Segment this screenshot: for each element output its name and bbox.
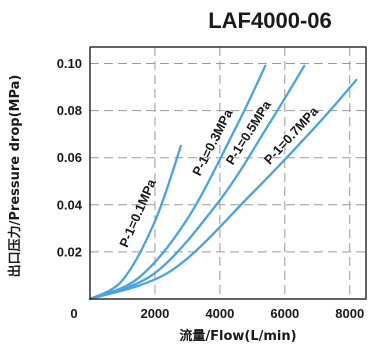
- series-label-1: P-1=0.1MPa: [116, 176, 159, 249]
- x-tick-label: 8000: [335, 306, 364, 321]
- y-tick-label: 0.08: [57, 103, 82, 118]
- x-tick-label: 6000: [270, 306, 299, 321]
- flow-curves: [88, 64, 358, 301]
- series-line-3: [88, 64, 306, 301]
- series-line-2: [88, 64, 267, 301]
- x-tick-labels: 0 2000 4000 6000 8000: [70, 306, 364, 321]
- chart-title: LAF4000-06: [208, 8, 332, 33]
- x-tick-label: 2000: [140, 306, 169, 321]
- y-tick-label: 0.10: [57, 56, 82, 71]
- y-tick-label: 0.04: [57, 197, 83, 212]
- grid-lines: [90, 47, 366, 299]
- series-line-4: [88, 78, 358, 301]
- x-tick-label: 4000: [205, 306, 234, 321]
- x-tick-label: 0: [70, 306, 77, 321]
- plot-frame: [89, 46, 367, 300]
- y-tick-label: 0.02: [57, 244, 82, 259]
- y-tick-labels: 0.02 0.04 0.06 0.08 0.10: [57, 56, 83, 259]
- x-axis-label: 流量/Flow(L/min): [179, 328, 296, 344]
- y-tick-label: 0.06: [57, 150, 82, 165]
- y-axis-label: 出口压力/Pressure drop(MPa): [7, 75, 23, 278]
- series-line-1: [88, 144, 183, 301]
